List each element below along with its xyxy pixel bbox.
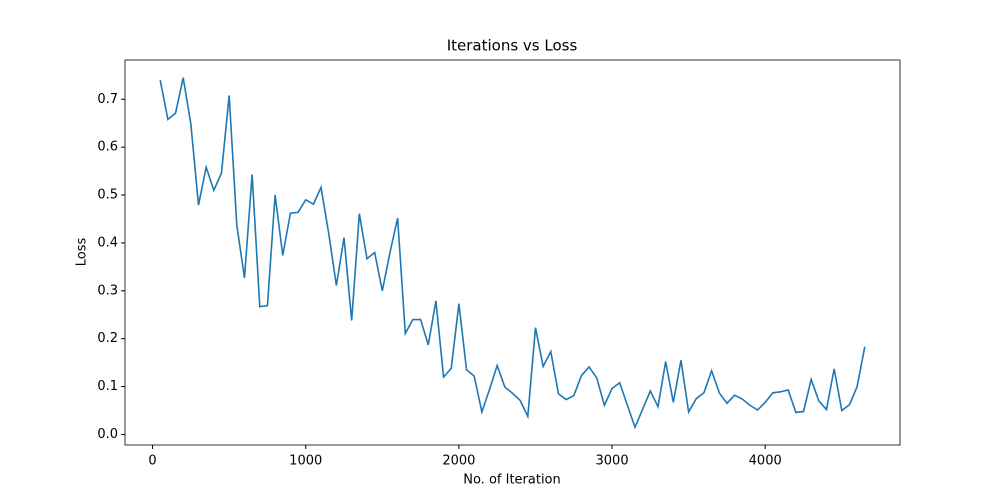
x-tick-label: 1000: [289, 454, 322, 469]
y-tick-label: 0.2: [97, 331, 118, 346]
x-tick-label: 3000: [596, 454, 629, 469]
y-tick-label: 0.6: [97, 140, 118, 155]
line: [159, 77, 866, 430]
chart-title: Iterations vs Loss: [447, 37, 578, 55]
y-axis-label: Loss: [75, 238, 90, 267]
x-tick-label: 2000: [442, 454, 475, 469]
y-tick-label: 0.4: [97, 235, 118, 250]
x-tick-label: 4000: [749, 454, 782, 469]
x-axis-label: No. of Iteration: [463, 473, 561, 488]
y-tick-label: 0.5: [97, 188, 118, 203]
y-tick-label: 0.0: [97, 427, 118, 442]
y-tick-label: 0.1: [97, 379, 118, 394]
plot-frame: [124, 59, 901, 446]
x-tick-label: 0: [148, 454, 156, 469]
y-tick-label: 0.7: [97, 92, 118, 107]
y-tick-label: 0.3: [97, 283, 118, 298]
